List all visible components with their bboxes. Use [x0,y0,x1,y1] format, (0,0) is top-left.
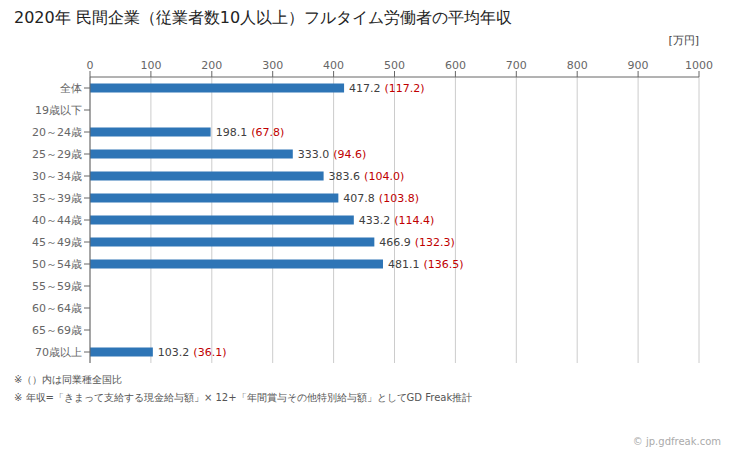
svg-text:383.6(104.0): 383.6(104.0) [329,170,405,183]
svg-text:400: 400 [323,59,344,72]
html-text:※（）内は同業種全国比: ※（）内は同業種全国比 [14,374,123,385]
svg-text:481.1(136.5): 481.1(136.5) [388,258,464,271]
svg-text:20～24歳: 20～24歳 [32,126,82,139]
svg-text:700: 700 [506,59,527,72]
svg-text:30～34歳: 30～34歳 [32,170,82,183]
svg-text:333.0(94.6): 333.0(94.6) [298,148,367,161]
svg-text:25～29歳: 25～29歳 [32,148,82,161]
svg-text:300: 300 [262,59,283,72]
svg-text:600: 600 [445,59,466,72]
svg-text:35～39歳: 35～39歳 [32,192,82,205]
svg-text:40～44歳: 40～44歳 [32,214,82,227]
svg-text:417.2(117.2): 417.2(117.2) [349,82,425,95]
svg-text:466.9(132.3): 466.9(132.3) [379,236,455,249]
svg-text:198.1(67.8): 198.1(67.8) [216,126,285,139]
svg-text:900: 900 [628,59,649,72]
svg-text:800: 800 [567,59,588,72]
svg-text:65～69歳: 65～69歳 [32,324,82,337]
svg-text:100: 100 [140,59,161,72]
html-text:2020年 民間企業（従業者数10人以上）フルタイム労働者の: 2020年 民間企業（従業者数10人以上）フルタイム労働者の平均年収 [14,8,513,27]
svg-text:45～49歳: 45～49歳 [32,236,82,249]
html-text:© jp.gdfreak.com: © jp.gdfreak.com [632,436,721,447]
svg-text:55～59歳: 55～59歳 [32,280,82,293]
svg-text:103.2(36.1): 103.2(36.1) [158,346,227,359]
html-text:※ 年収=「きまって支給する現金給与額」× 12+「年間賞与: ※ 年収=「きまって支給する現金給与額」× 12+「年間賞与その他特別給与額」と… [14,392,473,403]
svg-text:200: 200 [201,59,222,72]
svg-text:全体: 全体 [60,82,82,95]
html-text:[万円]: [万円] [668,34,699,47]
svg-text:500: 500 [384,59,405,72]
svg-text:50～54歳: 50～54歳 [32,258,82,271]
svg-text:19歳以下: 19歳以下 [35,104,82,117]
svg-text:0: 0 [87,59,94,72]
svg-text:60～64歳: 60～64歳 [32,302,82,315]
svg-text:1000: 1000 [685,59,713,72]
svg-text:433.2(114.4): 433.2(114.4) [359,214,435,227]
svg-text:407.8(103.8): 407.8(103.8) [343,192,419,205]
svg-text:70歳以上: 70歳以上 [35,346,82,359]
